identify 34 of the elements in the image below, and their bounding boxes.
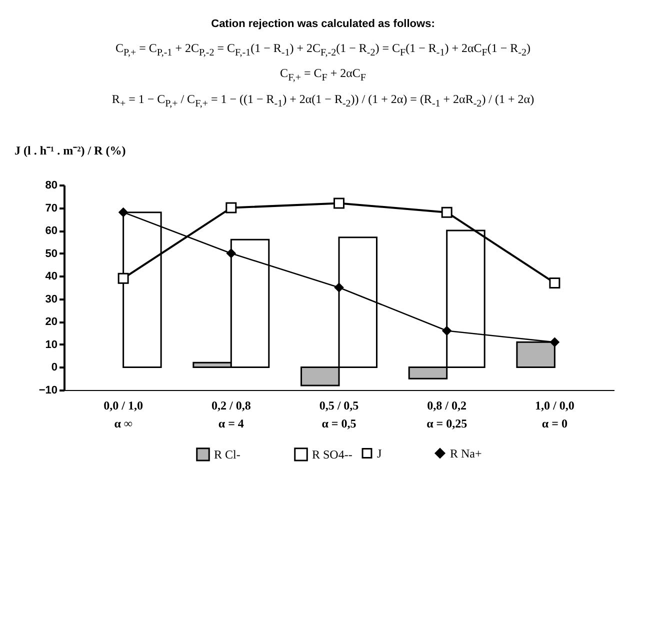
text: C$_{P,+}$ = C$_{P,-1}$ + 2C$_{P,-2}$ = C$_{F,-1}$(1 − R$_{-1}$) + 2C$_{F,-2}$(1 − R$_{-2}$) = C$_{F}$(1 − R$_{-1}$) + 2αC$_{F}$(1 − R$_{-2}$): [116, 41, 530, 58]
point: [442, 326, 452, 336]
y-tick-label: −10: [38, 384, 58, 397]
y-tick-label: 60: [45, 225, 58, 238]
legend-label: R SO4--: [312, 448, 352, 462]
x-tick-label: 1,0 / 0,0 α = 0: [535, 398, 574, 431]
point: [118, 273, 129, 284]
y-tick-label: 30: [45, 294, 58, 306]
y-tick-label: 20: [45, 316, 58, 328]
y-tick-label: 0: [51, 362, 58, 374]
y-tick-label: 50: [45, 248, 58, 260]
y-axis-title: J (l . h⁻¹ . m⁻²) / R (%): [14, 144, 126, 158]
point: [226, 202, 237, 214]
point: [550, 338, 560, 347]
point: [334, 283, 344, 292]
text: C$_{F,+}$ = C$_{F}$ + 2αC$_{F}$: [279, 65, 367, 86]
y-tick-label: 10: [45, 339, 58, 352]
x-tick-label: 0,2 / 0,8 α = 4: [211, 398, 251, 431]
point: [334, 198, 344, 209]
x-tick-label: 0,5 / 0,5 α = 0,5: [319, 398, 359, 431]
y-tick-label: 80: [45, 180, 58, 192]
legend-label: J: [377, 446, 382, 460]
point: [441, 207, 452, 218]
y-tick-label: 40: [45, 270, 58, 283]
x-tick-label: 0,8 / 0,2 α = 0,25: [426, 398, 468, 431]
legend-label: R Na+: [450, 446, 482, 460]
text: R$_{+}$ = 1 − C$_{P,+}$ / C$_{F,+}$ = 1 − ((1 − R$_{-1}$) + 2α(1 − R$_{-2}$)) / (1 + 2α) = (R$_{-1}$ + 2αR$_{-2}$) / (1 + 2α): [112, 92, 534, 110]
point: [549, 278, 560, 289]
point: [226, 248, 236, 258]
x-tick-label: 0,0 / 1,0 α ∞: [104, 398, 143, 431]
legend-label: R Cl-: [214, 448, 240, 462]
chart-title: Cation rejection was calculated as follows:: [210, 17, 436, 32]
point: [118, 208, 128, 218]
y-tick-label: 70: [45, 202, 58, 214]
